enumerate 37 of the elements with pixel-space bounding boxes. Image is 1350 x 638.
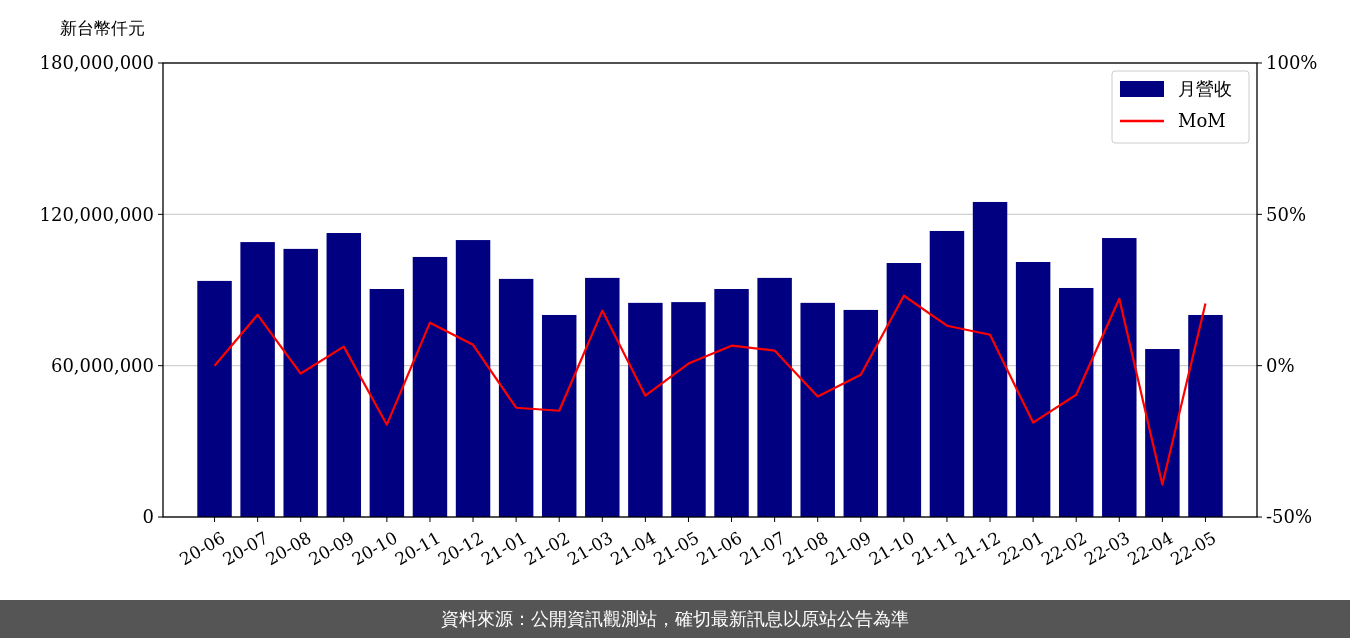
bar: [369, 288, 405, 517]
y2-tick-label: -50%: [1266, 506, 1313, 528]
bar: [1058, 287, 1094, 517]
bar: [197, 280, 232, 517]
y2-tick-label: 0%: [1266, 354, 1295, 376]
bar: [585, 277, 620, 517]
legend-label: 月營收: [1178, 78, 1232, 100]
bar: [843, 309, 879, 517]
bar: [972, 201, 1008, 517]
y2-tick-label: 50%: [1266, 203, 1307, 225]
y2-tick-label: 100%: [1266, 52, 1318, 74]
bar: [1188, 314, 1223, 517]
bar: [541, 314, 577, 517]
bar: [240, 242, 275, 517]
bar: [714, 288, 749, 517]
source-note: 資料來源：公開資訊觀測站，確切最新訊息以原站公告為準: [441, 608, 909, 630]
bar: [929, 230, 965, 517]
y-tick-label: 120,000,000: [39, 203, 154, 225]
bar: [1015, 262, 1051, 517]
bar: [628, 302, 663, 517]
bar: [455, 240, 491, 517]
bar: [671, 302, 706, 517]
y-axis-title: 新台幣仟元: [60, 18, 145, 38]
bar: [326, 233, 362, 517]
line-series: [213, 294, 1207, 486]
bar: [412, 256, 448, 517]
y-tick-label: 60,000,000: [50, 354, 154, 376]
bar: [1102, 238, 1137, 517]
bar: [886, 263, 922, 517]
legend-label: MoM: [1178, 110, 1226, 132]
y-tick-label: 180,000,000: [39, 52, 154, 74]
bar: [283, 248, 318, 517]
bar: [498, 278, 534, 517]
y-tick-label: 0: [142, 506, 154, 528]
bar: [1145, 349, 1180, 517]
bar: [757, 277, 792, 517]
bar: [800, 302, 835, 517]
